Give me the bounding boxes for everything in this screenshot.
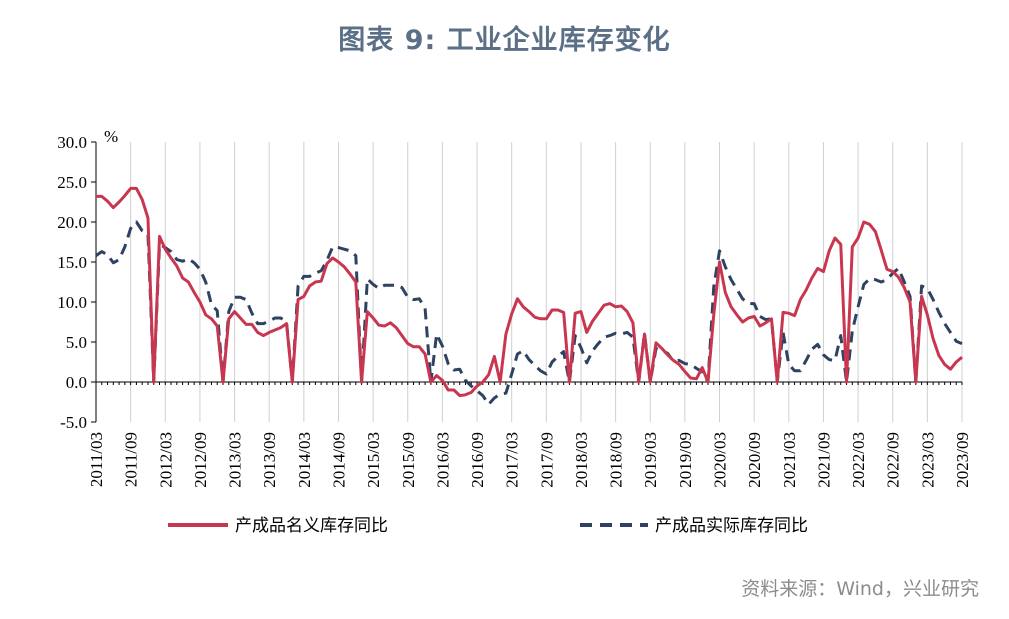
y-tick-label: 5.0: [66, 333, 87, 352]
source-note: 资料来源：Wind，兴业研究: [741, 578, 979, 600]
x-tick-label: 2016/09: [468, 432, 487, 488]
chart-title: 图表 9: 工业企业库存变化: [338, 25, 671, 56]
x-tick-label: 2017/03: [503, 432, 522, 488]
series-line-nominal: [96, 186, 963, 398]
legend: 产成品名义库存同比 产成品实际库存同比: [168, 516, 808, 536]
y-tick-label: 25.0: [57, 173, 87, 192]
x-tick-label: 2013/09: [260, 432, 279, 488]
y-tick-label: 0.0: [66, 373, 87, 392]
x-tick-label: 2014/03: [295, 432, 314, 488]
x-tick-label: 2011/03: [87, 432, 106, 487]
x-tick-label: 2019/09: [676, 432, 695, 488]
x-tick-label: 2022/03: [849, 432, 868, 488]
series-lines: [95, 186, 963, 406]
x-tick-label: 2012/03: [156, 432, 175, 488]
x-tick-label: 2016/03: [433, 432, 452, 488]
x-tick-label: 2014/09: [329, 432, 348, 488]
legend-label-nominal: 产成品名义库存同比: [235, 516, 388, 536]
x-tick-label: 2021/03: [780, 432, 799, 488]
series-line-real: [95, 220, 963, 406]
x-tick-label: 2019/03: [641, 432, 660, 488]
y-unit-label: %: [104, 127, 118, 146]
x-tick-label: 2015/09: [399, 432, 418, 488]
x-tick-label: 2023/09: [953, 432, 972, 488]
x-tick-label: 2012/09: [191, 432, 210, 488]
x-tick-label: 2018/09: [607, 432, 626, 488]
legend-label-real: 产成品实际库存同比: [655, 516, 808, 536]
x-tick-label: 2021/09: [814, 432, 833, 488]
x-tick-label: 2020/09: [745, 432, 764, 488]
y-tick-label: 10.0: [57, 293, 87, 312]
vertical-gridlines: [95, 142, 963, 422]
x-tick-label: 2013/03: [226, 432, 245, 488]
y-tick-label: 20.0: [57, 213, 87, 232]
x-axis: 2011/03 2011/09 2012/03 2012/09 2013/03 2013/…: [87, 381, 972, 488]
y-axis: 30.0 25.0 20.0 15.0 10.0 5.0 0.0 -5.0: [57, 133, 97, 432]
x-tick-label: 2020/03: [711, 432, 730, 488]
x-tick-label: 2023/03: [918, 432, 937, 488]
x-tick-label: 2011/09: [122, 432, 141, 487]
y-tick-label: 30.0: [57, 133, 87, 152]
y-tick-label: -5.0: [60, 413, 87, 432]
y-tick-label: 15.0: [57, 253, 87, 272]
x-tick-label: 2017/09: [537, 432, 556, 488]
x-tick-label: 2018/03: [572, 432, 591, 488]
x-tick-label: 2022/09: [884, 432, 903, 488]
x-tick-label: 2015/03: [364, 432, 383, 488]
